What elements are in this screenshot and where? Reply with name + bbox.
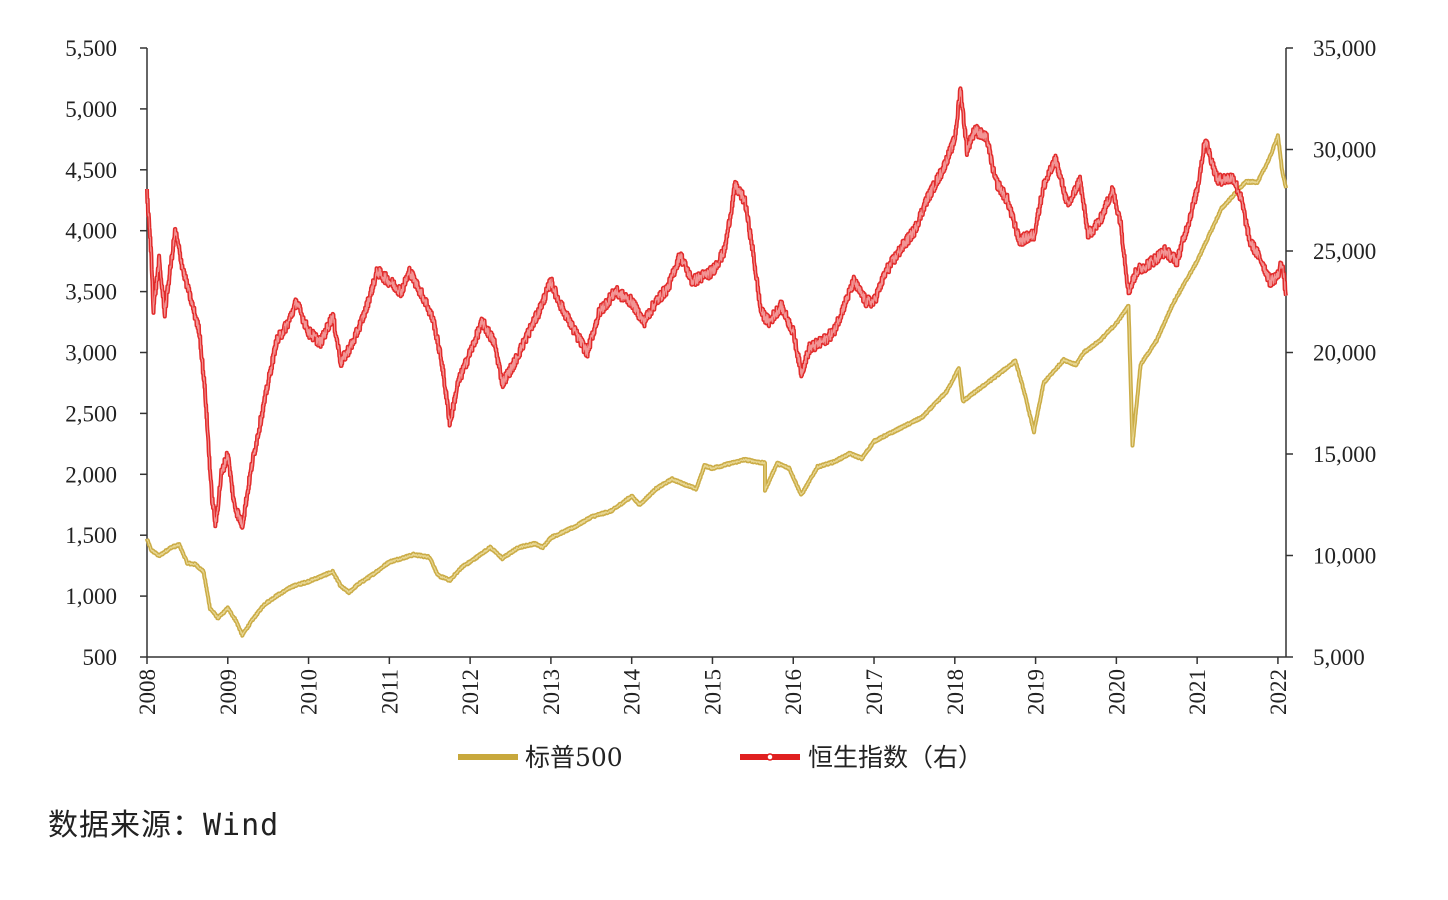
x-tick-label: 2009 [216, 669, 241, 715]
series-line-hsi-highlight [146, 87, 1287, 529]
left-tick-label: 1,500 [65, 523, 117, 548]
x-tick-label: 2012 [458, 669, 483, 715]
left-tick-label: 3,500 [65, 280, 117, 305]
legend-label-sp500: 标普500 [525, 743, 623, 772]
x-tick-label: 2016 [781, 669, 806, 715]
left-tick-label: 3,000 [65, 341, 117, 366]
series-line-sp500-highlight [146, 134, 1287, 637]
right-tick-label: 15,000 [1313, 442, 1376, 467]
right-axis-ticks: 35,000 30,000 25,000 20,000 15,000 10,000 5,00… [1286, 36, 1376, 670]
x-tick-label: 2021 [1185, 669, 1210, 715]
right-tick-label: 35,000 [1313, 36, 1376, 61]
left-tick-label: 5,500 [65, 36, 117, 61]
legend-label-hsi: 恒生指数（右） [808, 743, 983, 772]
x-tick-label: 2022 [1266, 669, 1291, 715]
x-tick-label: 2010 [297, 669, 322, 715]
left-tick-label: 500 [83, 645, 118, 670]
x-tick-label: 2017 [862, 669, 887, 715]
right-tick-label: 10,000 [1313, 544, 1376, 569]
data-source-note: 数据来源：Wind [48, 808, 280, 843]
left-tick-label: 4,000 [65, 219, 117, 244]
right-tick-label: 30,000 [1313, 138, 1376, 163]
legend: 标普500 恒生指数（右） [458, 743, 983, 772]
legend-swatch-hsi-marker [766, 753, 774, 761]
x-tick-label: 2015 [700, 669, 725, 715]
x-tick-label: 2011 [377, 669, 402, 714]
left-tick-label: 2,500 [65, 401, 117, 426]
left-tick-label: 4,500 [65, 158, 117, 183]
x-tick-label: 2018 [943, 669, 968, 715]
x-tick-label: 2014 [620, 669, 645, 716]
left-tick-label: 5,000 [65, 97, 117, 122]
x-tick-label: 2020 [1104, 669, 1129, 715]
x-tick-label: 2008 [135, 669, 160, 715]
right-tick-label: 20,000 [1313, 341, 1376, 366]
right-tick-label: 25,000 [1313, 239, 1376, 264]
left-tick-label: 1,000 [65, 584, 117, 609]
right-tick-label: 5,000 [1313, 645, 1365, 670]
x-tick-label: 2013 [539, 669, 564, 715]
x-tick-label: 2019 [1024, 669, 1049, 715]
left-axis-ticks: 5,500 5,000 4,500 4,000 3,500 3,000 2,500 2,000… [65, 36, 147, 670]
left-tick-label: 2,000 [65, 462, 117, 487]
x-axis-ticks: 2008 2009 2010 2011 2012 2013 2014 2015 2016 2017… [135, 657, 1291, 715]
series-layer [145, 86, 1288, 638]
